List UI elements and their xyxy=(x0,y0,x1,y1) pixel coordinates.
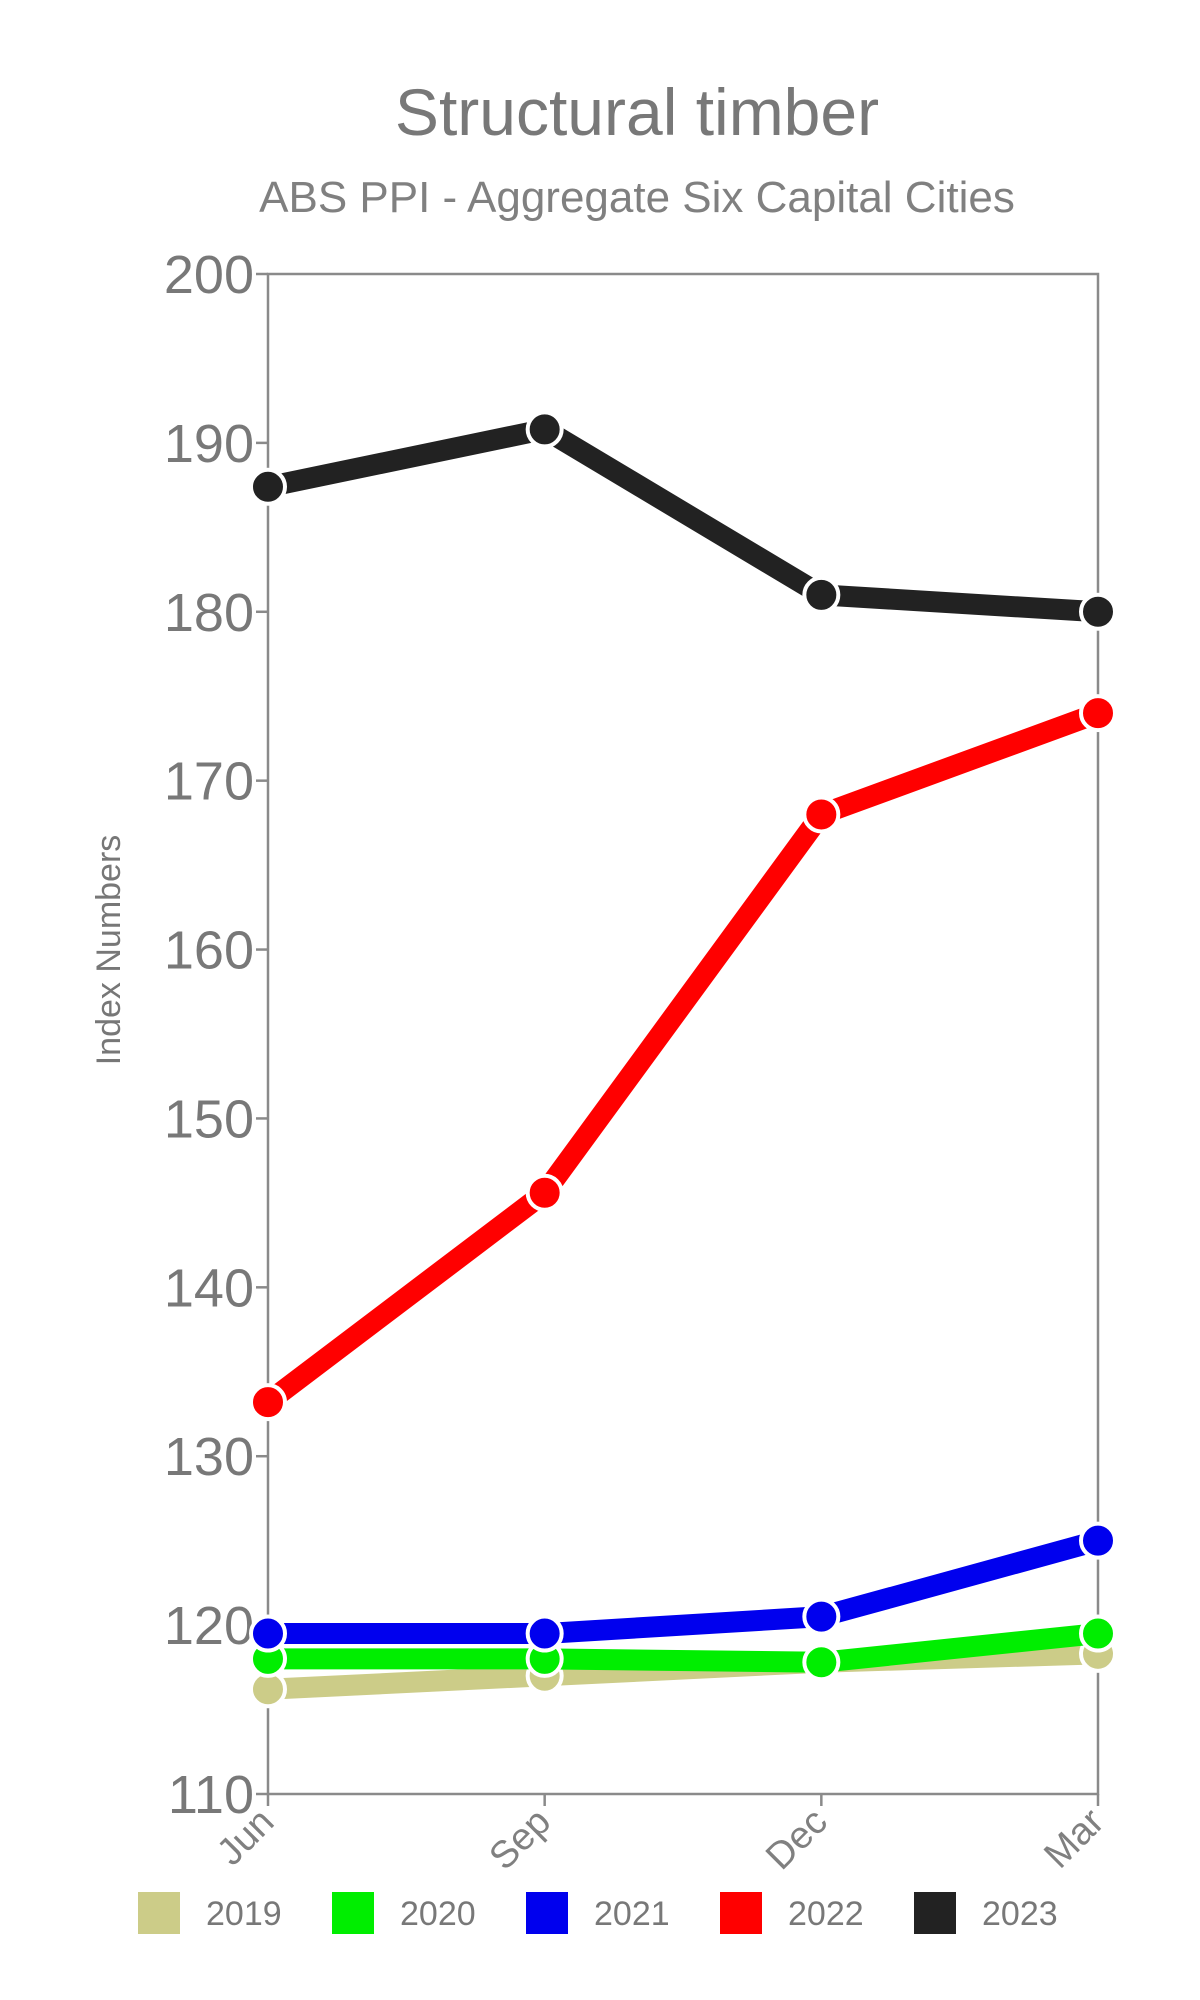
series-line xyxy=(257,1530,1109,1645)
legend-item[interactable]: 2019 xyxy=(138,1892,282,1934)
legend-label: 2020 xyxy=(400,1895,476,1933)
legend-swatch xyxy=(138,1892,180,1934)
y-tick-label: 110 xyxy=(168,1765,254,1825)
y-tick-label: 180 xyxy=(164,583,254,643)
data-point[interactable] xyxy=(1079,1521,1117,1560)
legend-swatch xyxy=(332,1892,374,1934)
x-tick-label: Mar xyxy=(1036,1800,1112,1876)
data-point[interactable] xyxy=(802,1597,841,1636)
data-point[interactable] xyxy=(802,1643,841,1682)
x-tick-label: Dec xyxy=(758,1801,835,1878)
series-layer xyxy=(249,410,1117,1709)
data-point[interactable] xyxy=(1079,592,1117,631)
y-axis-ticks: 110 120 130 140 150 160 170 180 190 200 xyxy=(164,245,268,1825)
data-point[interactable] xyxy=(525,410,564,449)
y-tick-label: 130 xyxy=(164,1427,254,1487)
x-axis-ticks: Jun Sep Dec Mar xyxy=(209,1794,1113,1879)
legend-swatch xyxy=(526,1892,568,1934)
legend-swatch xyxy=(720,1892,762,1934)
y-tick-label: 120 xyxy=(164,1596,254,1656)
data-point[interactable] xyxy=(249,1383,287,1422)
x-tick-label: Sep xyxy=(482,1801,560,1879)
legend-label: 2022 xyxy=(788,1895,864,1933)
data-point[interactable] xyxy=(1079,1614,1117,1653)
data-point[interactable] xyxy=(802,575,841,614)
series-line xyxy=(257,418,1109,623)
series-2022 xyxy=(249,694,1117,1422)
legend-swatch xyxy=(914,1892,956,1934)
legend-label: 2023 xyxy=(982,1895,1058,1933)
data-point[interactable] xyxy=(249,1614,287,1653)
legend-item[interactable]: 2023 xyxy=(914,1892,1058,1934)
series-2021 xyxy=(249,1521,1117,1653)
data-point[interactable] xyxy=(249,467,287,506)
y-axis-label: Index Numbers xyxy=(90,835,128,1066)
data-point[interactable] xyxy=(525,1173,564,1212)
series-line xyxy=(257,702,1109,1413)
y-tick-label: 160 xyxy=(164,921,254,981)
data-point[interactable] xyxy=(525,1614,564,1653)
chart-title: Structural timber xyxy=(395,75,879,149)
series-line xyxy=(257,1623,1109,1673)
legend: 2019 2020 2021 2022 2023 xyxy=(138,1892,1058,1934)
series-2023 xyxy=(249,410,1117,631)
legend-label: 2021 xyxy=(594,1895,670,1933)
y-tick-label: 150 xyxy=(164,1089,254,1149)
legend-item[interactable]: 2021 xyxy=(526,1892,670,1934)
chart-subtitle: ABS PPI - Aggregate Six Capital Cities xyxy=(259,173,1015,222)
data-point[interactable] xyxy=(1079,694,1117,733)
y-tick-label: 140 xyxy=(164,1258,254,1318)
plot-frame xyxy=(266,272,1100,1796)
y-tick-label: 190 xyxy=(164,414,254,474)
y-tick-label: 200 xyxy=(164,245,254,305)
legend-item[interactable]: 2022 xyxy=(720,1892,864,1934)
data-point[interactable] xyxy=(802,795,841,834)
legend-label: 2019 xyxy=(206,1895,282,1933)
y-tick-label: 170 xyxy=(164,752,254,812)
legend-item[interactable]: 2020 xyxy=(332,1892,476,1934)
